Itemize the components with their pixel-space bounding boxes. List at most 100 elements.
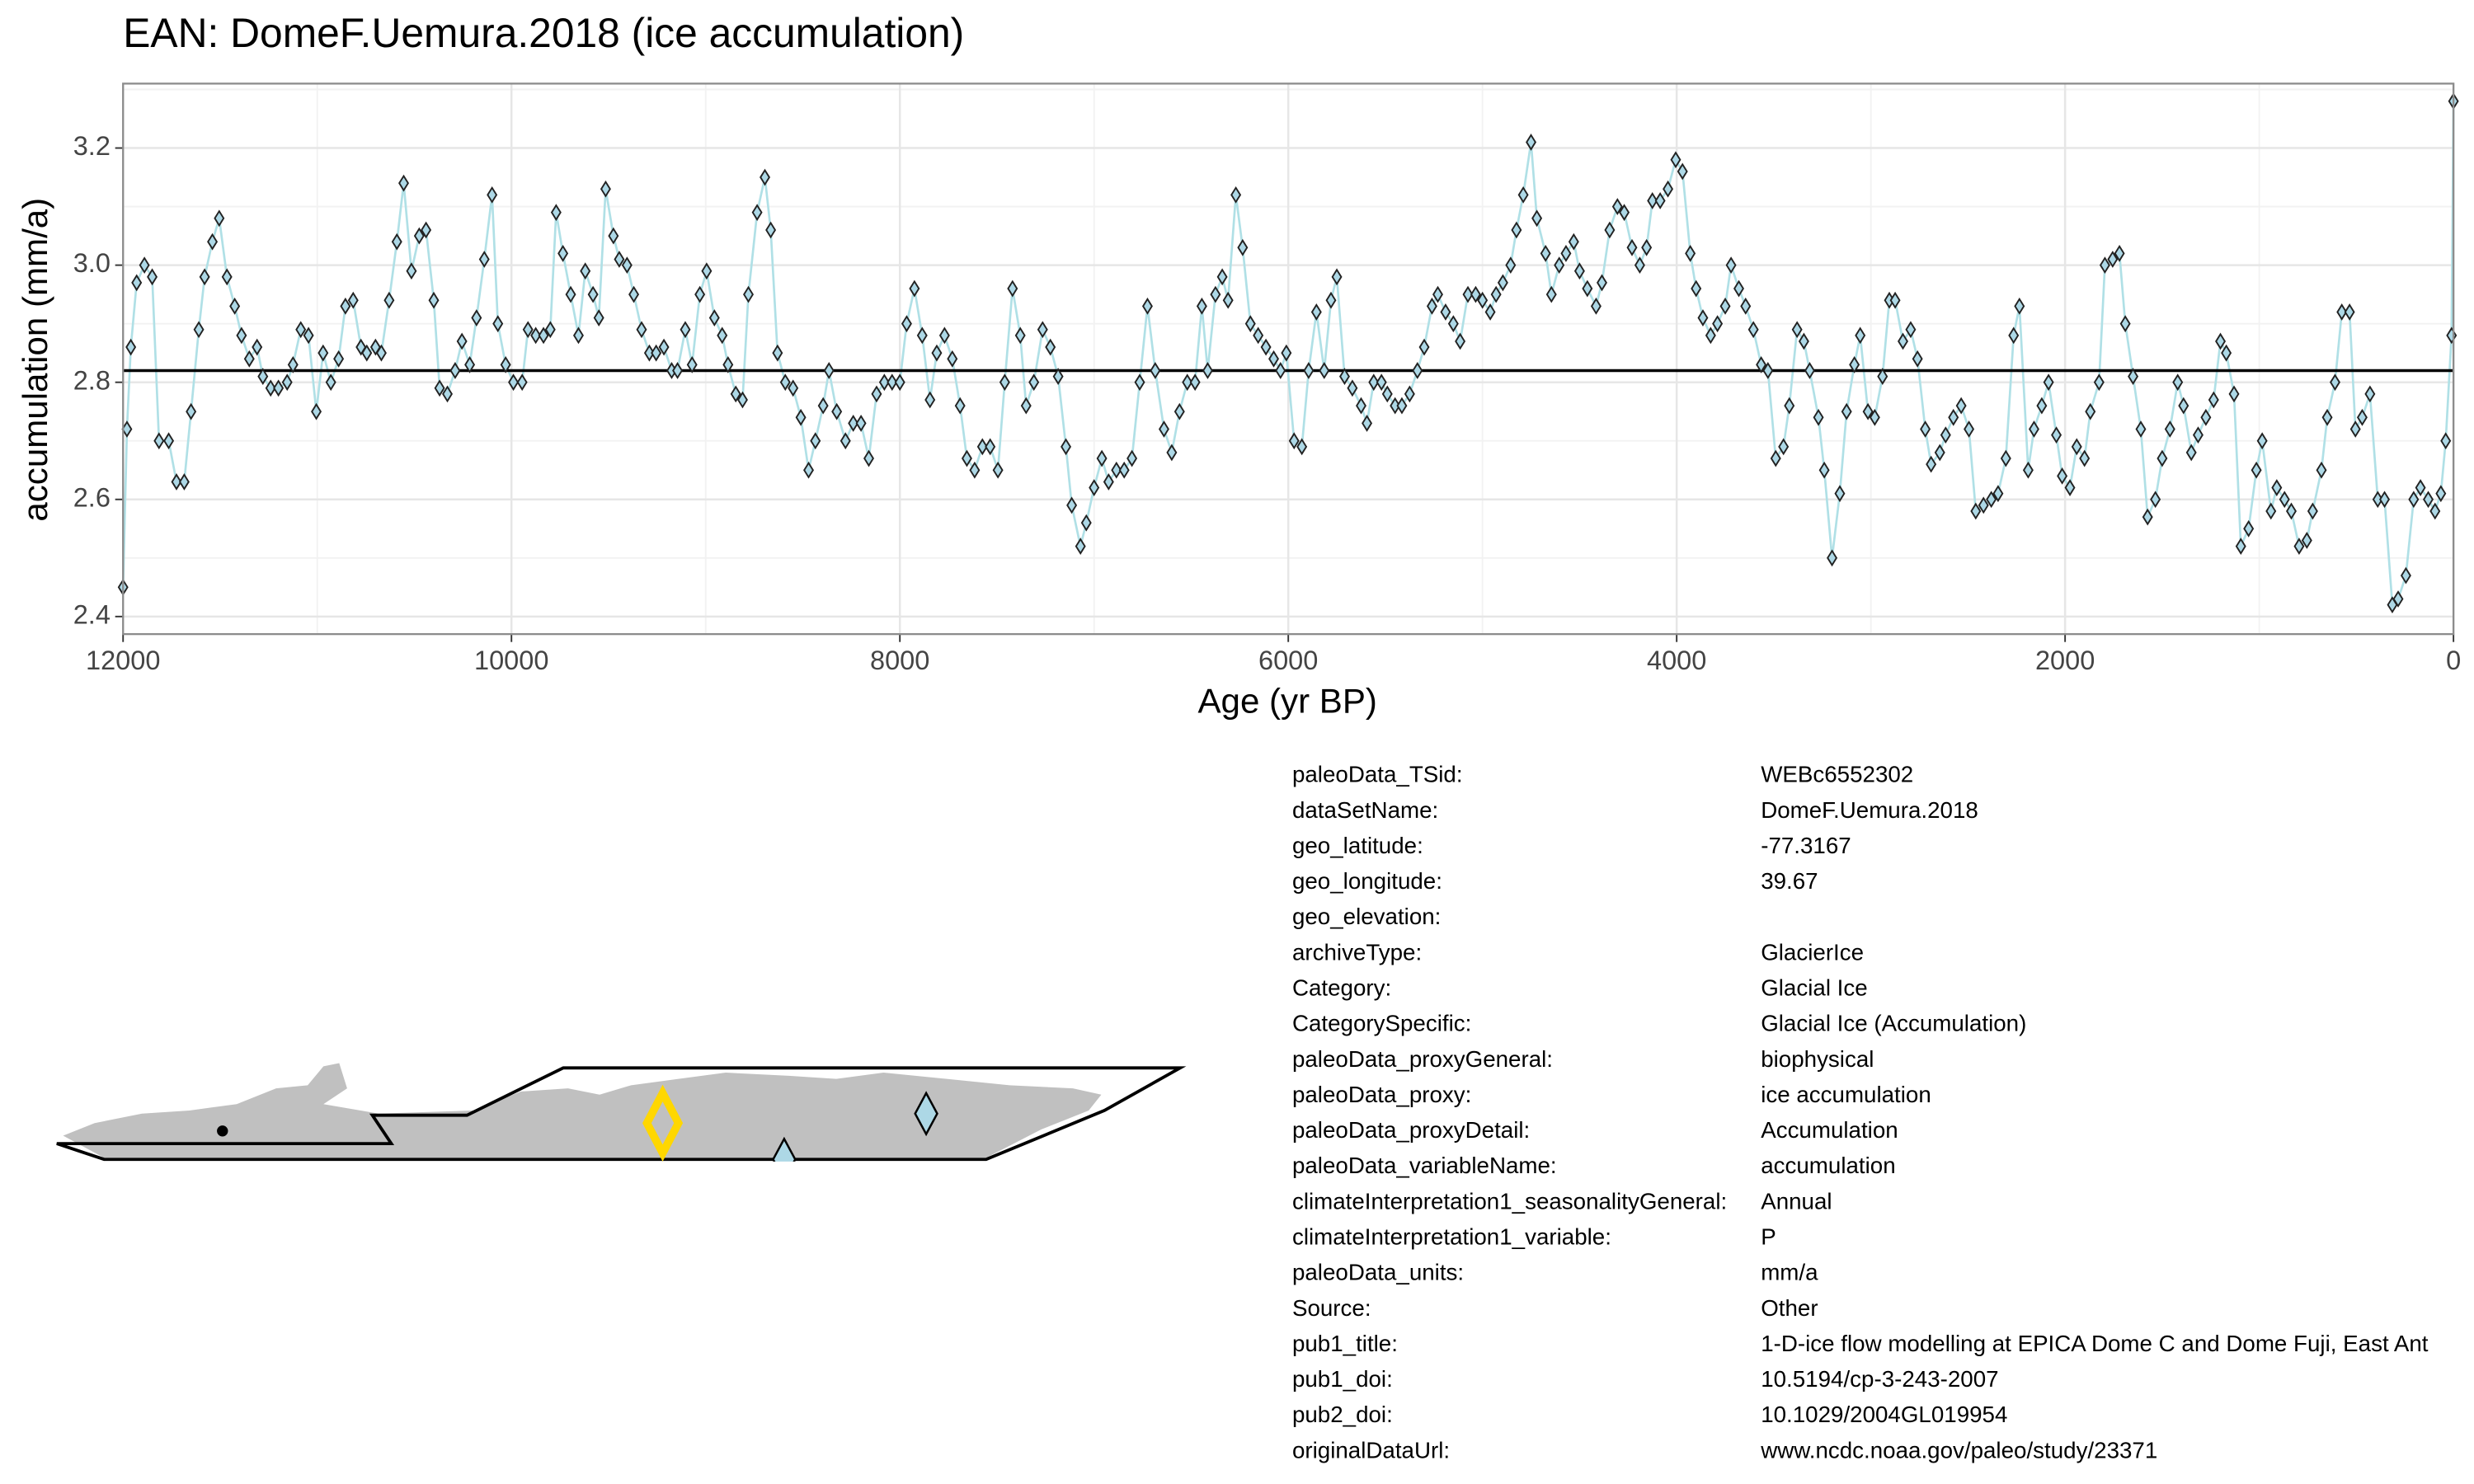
meta-key: originalDataUrl:	[1292, 1437, 1450, 1463]
data-point	[1216, 268, 1228, 286]
meta-key: pub2_doi:	[1292, 1402, 1393, 1427]
data-point	[1089, 479, 1100, 496]
data-point	[1619, 204, 1630, 222]
data-point	[2192, 426, 2204, 444]
data-point	[325, 373, 336, 392]
data-point	[1166, 444, 1178, 462]
data-point	[2200, 408, 2212, 426]
data-point	[1432, 285, 1443, 303]
data-point	[2043, 373, 2054, 392]
data-point	[2316, 461, 2327, 479]
data-point	[207, 232, 219, 251]
data-point	[1517, 186, 1529, 204]
data-point	[530, 326, 542, 345]
data-point	[985, 438, 996, 456]
data-point	[831, 402, 843, 420]
data-point	[817, 397, 829, 415]
data-point	[2093, 373, 2105, 392]
data-point	[153, 432, 165, 450]
meta-key: climateInterpretation1_variable:	[1292, 1224, 1611, 1250]
data-point	[2185, 444, 2197, 462]
meta-value: P	[1761, 1224, 1776, 1250]
data-point	[961, 449, 972, 467]
data-point	[295, 321, 307, 339]
data-point	[1697, 309, 1709, 326]
data-point	[2142, 508, 2153, 526]
x-tick-label: 10000	[474, 646, 548, 675]
data-point	[1791, 321, 1803, 339]
data-point	[717, 326, 728, 345]
data-point	[2036, 397, 2048, 415]
data-point	[1762, 362, 1774, 379]
data-point	[1281, 344, 1292, 362]
data-point	[1778, 438, 1790, 456]
meta-value: www.ncdc.noaa.gov/paleo/study/23371	[1760, 1437, 2157, 1463]
data-point	[1182, 373, 1193, 392]
data-point	[1158, 420, 1169, 438]
data-point	[516, 373, 528, 392]
data-point	[954, 397, 966, 415]
data-point	[2392, 590, 2404, 608]
data-point	[281, 373, 293, 392]
data-point	[1347, 379, 1358, 397]
data-point	[487, 186, 498, 204]
y-tick-label: 2.6	[73, 482, 111, 512]
x-tick-label: 2000	[2035, 646, 2095, 675]
data-point	[2135, 420, 2147, 438]
data-point	[887, 373, 898, 392]
data-point	[2265, 502, 2277, 520]
x-axis-label: Age (yr BP)	[1197, 681, 1376, 720]
data-point	[1356, 397, 1366, 415]
data-point	[1253, 326, 1264, 345]
data-point	[1426, 297, 1437, 315]
data-point	[1691, 279, 1702, 298]
data-point	[672, 362, 684, 379]
data-point	[1725, 256, 1737, 275]
meta-key: archiveType:	[1292, 939, 1422, 965]
data-point	[550, 204, 562, 222]
data-point	[1582, 279, 1593, 298]
data-point	[2435, 485, 2447, 503]
meta-key: geo_elevation:	[1292, 904, 1441, 929]
meta-value: DomeF.Uemura.2018	[1761, 797, 1978, 823]
data-point	[2349, 420, 2361, 438]
meta-key: paleoData_variableName:	[1292, 1153, 1557, 1178]
data-point	[823, 362, 835, 379]
data-point	[287, 355, 299, 373]
data-point	[916, 326, 928, 345]
meta-value: ice accumulation	[1761, 1082, 1931, 1107]
data-point	[1244, 315, 1256, 333]
data-point	[1986, 491, 1997, 509]
data-point	[1719, 297, 1731, 315]
data-point	[2051, 426, 2062, 444]
site-marker	[642, 1084, 684, 1162]
data-point	[722, 355, 734, 373]
data-point	[803, 461, 815, 479]
data-point	[1440, 303, 1451, 321]
data-point	[909, 279, 920, 298]
site-marker	[914, 1091, 938, 1137]
data-point	[252, 338, 263, 356]
data-point	[1573, 262, 1585, 280]
data-point	[743, 285, 754, 303]
data-point	[736, 391, 748, 409]
data-point	[1126, 449, 1138, 467]
data-point	[340, 297, 351, 315]
data-point	[1869, 408, 1880, 426]
data-point	[1325, 291, 1337, 309]
plot-area	[117, 83, 2459, 635]
data-point	[347, 291, 359, 309]
data-point	[1189, 373, 1201, 392]
data-point	[1222, 291, 1234, 309]
data-point	[1813, 408, 1824, 426]
data-point	[999, 373, 1010, 392]
data-point	[1237, 238, 1249, 256]
data-point	[2079, 449, 2091, 467]
data-point	[131, 274, 143, 292]
data-point	[1964, 420, 1975, 438]
data-point	[848, 414, 859, 432]
data-point	[1368, 373, 1380, 392]
data-point	[871, 385, 882, 403]
data-point	[1288, 432, 1300, 450]
data-point	[125, 338, 137, 356]
